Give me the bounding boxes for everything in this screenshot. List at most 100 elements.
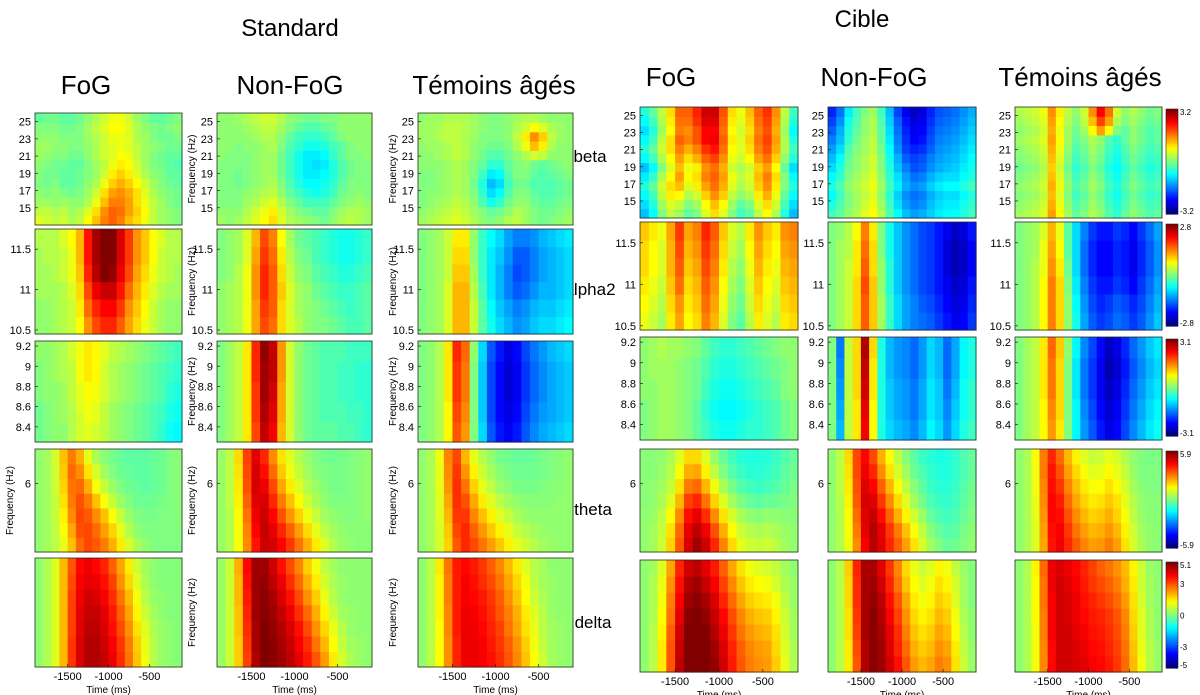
heatmap-cell: [547, 187, 557, 198]
heatmap-cell: [1080, 347, 1090, 359]
heatmap-cell: [683, 592, 694, 609]
heatmap-cell: [165, 635, 175, 653]
heatmap-cell: [943, 493, 952, 509]
heatmap-cell: [133, 463, 142, 480]
heatmap-cell: [710, 222, 720, 241]
heatmap-cell: [1080, 144, 1090, 154]
heatmap-cell: [217, 264, 227, 283]
heatmap-cell: [363, 229, 373, 248]
heatmap-cell: [828, 347, 837, 359]
heatmap-cell: [902, 116, 911, 127]
heatmap-cell: [951, 190, 961, 201]
heatmap-cell: [165, 122, 175, 133]
heatmap-cell: [1096, 153, 1106, 164]
heatmap-cell: [1088, 181, 1098, 191]
colorbar-tick-label: 3.2: [1180, 108, 1192, 117]
heatmap-cell: [1023, 125, 1032, 136]
heatmap-cell: [564, 206, 574, 217]
heatmap-cell: [967, 608, 977, 625]
heatmap-cell: [512, 411, 522, 423]
colorbar-tick-label: 2.8: [1180, 223, 1192, 232]
heatmap-cell: [486, 411, 497, 423]
heatmap-cell: [967, 429, 977, 441]
heatmap-cell: [1129, 419, 1139, 431]
heatmap-cell: [657, 162, 667, 173]
heatmap-cell: [363, 341, 373, 352]
heatmap-cell: [234, 197, 244, 207]
heatmap-cell: [736, 463, 746, 480]
heatmap-cell: [1096, 449, 1106, 465]
heatmap-cell: [469, 246, 479, 265]
heatmap-cell: [910, 522, 920, 538]
heatmap-cell: [701, 357, 711, 369]
colorbar-step: [1166, 109, 1178, 112]
colorbar-step: [1166, 409, 1178, 413]
heatmap-cell: [910, 419, 920, 431]
heatmap-cell: [1047, 640, 1057, 657]
panel-frame: [639, 106, 799, 219]
heatmap-cell: [311, 493, 321, 509]
heatmap-cell: [1080, 478, 1090, 494]
heatmap-cell: [67, 478, 77, 494]
heatmap-cell: [149, 431, 159, 443]
heatmap-cell: [736, 429, 746, 441]
heatmap-cell: [1047, 258, 1057, 277]
heatmap-cell: [951, 367, 961, 379]
x-tick-label: -1500: [438, 671, 466, 683]
heatmap-cell: [1023, 398, 1032, 410]
heatmap-cell: [469, 187, 479, 198]
heatmap-cell: [1153, 367, 1163, 379]
heatmap-cell: [1153, 388, 1163, 400]
heatmap-cell: [234, 229, 244, 248]
heatmap-cell: [640, 125, 650, 136]
heatmap-cell: [149, 558, 159, 575]
heatmap-cell: [675, 419, 685, 431]
heatmap-cell: [504, 635, 514, 653]
heatmap-cell: [242, 573, 253, 590]
heatmap-cell: [1088, 537, 1098, 553]
heatmap-cell: [133, 206, 142, 217]
colorbar-step: [1166, 111, 1178, 114]
heatmap-cell: [1088, 208, 1098, 219]
heatmap-cell: [771, 449, 782, 465]
heatmap-cell: [719, 162, 729, 173]
heatmap-cell: [736, 576, 746, 593]
heatmap-cell: [745, 337, 755, 348]
heatmap-cell: [337, 169, 347, 179]
heatmap-cell: [234, 604, 244, 621]
heatmap-cell: [902, 409, 911, 420]
heatmap-cell: [692, 162, 703, 173]
heatmap-cell: [683, 347, 694, 359]
heatmap-cell: [100, 281, 110, 300]
heatmap-cell: [727, 190, 738, 201]
heatmap-cell: [149, 620, 159, 637]
colorbar-step: [1166, 241, 1178, 244]
heatmap-cell: [918, 367, 928, 379]
heatmap-cell: [640, 522, 650, 538]
heatmap-cell: [149, 316, 159, 335]
heatmap-cell: [217, 122, 227, 133]
heatmap-cell: [43, 351, 52, 362]
heatmap-cell: [75, 411, 85, 423]
heatmap-cell: [666, 656, 676, 673]
heatmap-cell: [225, 169, 235, 179]
heatmap-cell: [418, 537, 428, 553]
heatmap-cell: [1072, 576, 1081, 593]
heatmap-cell: [1104, 162, 1114, 173]
heatmap-cell: [692, 208, 703, 219]
heatmap-cell: [294, 620, 304, 637]
heatmap-cell: [692, 537, 703, 553]
heatmap-cell: [165, 215, 175, 226]
heatmap-cell: [836, 162, 846, 173]
heatmap-cell: [328, 573, 339, 590]
heatmap-cell: [1129, 357, 1139, 369]
heatmap-cell: [852, 429, 862, 441]
heatmap-cell: [346, 361, 356, 372]
heatmap-cell: [1039, 522, 1049, 538]
heatmap-cell: [354, 391, 364, 403]
heatmap-cell: [564, 573, 574, 590]
heatmap-cell: [478, 246, 488, 265]
heatmap-cell: [675, 409, 685, 420]
heatmap-cell: [84, 229, 93, 248]
